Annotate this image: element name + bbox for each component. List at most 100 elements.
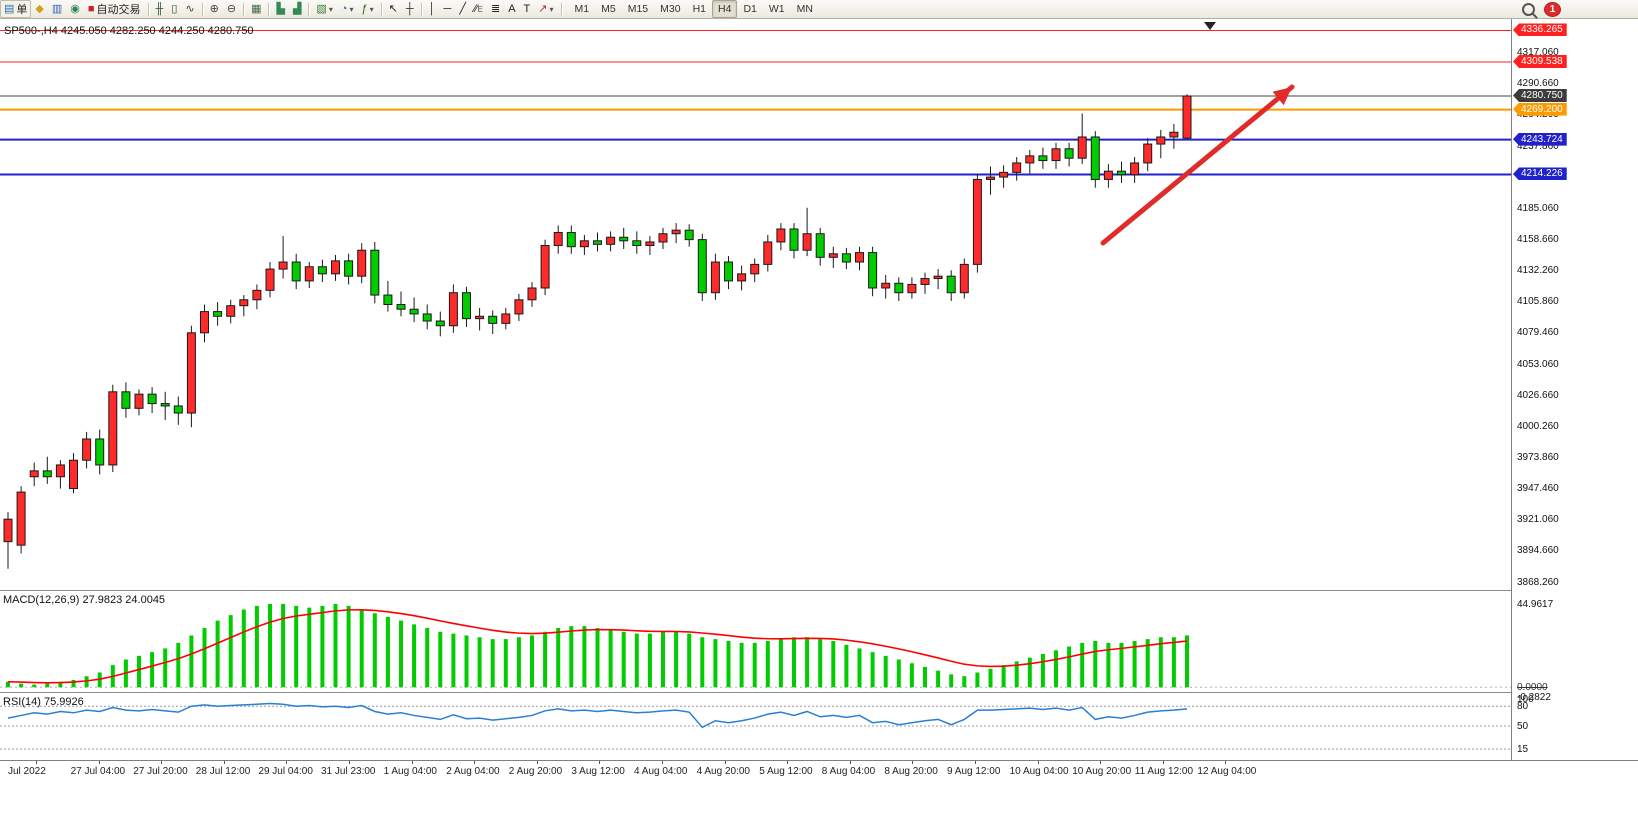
- arrows-button[interactable]: ↗ ▾: [534, 0, 557, 18]
- price-tick: 4000.260: [1517, 420, 1559, 432]
- timeframe-d1-button[interactable]: D1: [743, 3, 757, 15]
- macd-scale-tick: 44.9617: [1517, 599, 1554, 611]
- time-axis[interactable]: Jul 2022 27 Jul 04:00 27 Jul 20:00 28 Jul 1…: [0, 760, 1638, 814]
- price-tick: 3921.060: [1517, 514, 1559, 526]
- equidistant-channel-button[interactable]: ∕∕ E: [470, 0, 487, 18]
- timeframe-m15-button[interactable]: M15: [627, 3, 649, 15]
- vertical-line-button[interactable]: │: [425, 0, 440, 18]
- macd-label: MACD(12,26,9) 27.9823 24.0045: [3, 594, 166, 606]
- toolbar-right: 1: [1522, 0, 1560, 19]
- new-order-label: 单: [16, 4, 28, 16]
- timeframe-mn-button[interactable]: MN: [796, 3, 813, 15]
- price-chart[interactable]: [0, 19, 1511, 590]
- dropdown-arrow-icon[interactable]: ▾: [328, 4, 333, 14]
- timeframe-h1-button[interactable]: H1: [692, 3, 707, 15]
- toolbar-separator: [243, 2, 245, 16]
- equidistant-channel-icon: ∕∕: [473, 2, 478, 15]
- text-button[interactable]: A: [504, 0, 519, 18]
- indicators-button[interactable]: ƒ ▾: [358, 0, 378, 18]
- community-icon: ◉: [70, 2, 80, 15]
- horizontal-line-button[interactable]: ─: [440, 0, 456, 18]
- timeframe-m30-button[interactable]: M30: [660, 3, 681, 15]
- tile-windows-icon: ▦: [251, 2, 262, 15]
- time-label: 28 Jul 12:00: [195, 766, 251, 777]
- community-button[interactable]: ◉: [66, 0, 84, 18]
- toolbar-button-group: ▤ 单 ◆ ▥ ◉ ■ 自动交易 ╫ ▯ ∿ ⊕ ⊖ ▦ ▙ ▟ ▧ ▾ ◔ ▾ ƒ ▾ ↖ ┼ │ ─ ╱ ∕∕ E ≣ A T ↗ ▾: [0, 0, 565, 18]
- periods-button[interactable]: ◔ ▾: [337, 0, 358, 18]
- bars-mode-icon: ╫: [155, 2, 164, 15]
- timeframe-group: M1 M5 M15 M30 H1 H4 D1 W1 MN: [569, 0, 819, 18]
- panel-divider-rsi[interactable]: [0, 692, 1638, 693]
- toolbar-separator: [268, 2, 270, 16]
- price-tick: 3947.460: [1517, 483, 1559, 495]
- time-label: 5 Aug 12:00: [759, 766, 813, 777]
- dropdown-arrow-icon[interactable]: ▾: [369, 4, 374, 14]
- autotrading-label: 自动交易: [96, 4, 141, 16]
- timeframe-h4-button[interactable]: H4: [712, 0, 738, 18]
- price-tick: 4317.060: [1517, 47, 1559, 59]
- price-badge: 4243.724: [1513, 132, 1567, 146]
- time-label: 2 Aug 04:00: [446, 766, 500, 777]
- styles-icon: ◆: [35, 2, 44, 15]
- arrange-charts-button[interactable]: ▙: [272, 0, 288, 18]
- cursor-icon: ↖: [388, 2, 398, 15]
- bars-mode-button[interactable]: ╫: [152, 0, 168, 18]
- chart-area: SP500-,H4 4245.050 4282.250 4244.250 428…: [0, 19, 1638, 814]
- rsi-scale-tick: 100: [1517, 694, 1534, 705]
- macd-panel[interactable]: [0, 591, 1511, 691]
- rsi-scale-tick: 50: [1517, 721, 1529, 732]
- icon-sub-label: E: [477, 4, 483, 14]
- market-watch-button[interactable]: ▥: [48, 0, 66, 18]
- price-tick: 4237.860: [1517, 140, 1559, 152]
- dropdown-arrow-icon[interactable]: ▾: [549, 4, 554, 14]
- price-tick: 3973.860: [1517, 452, 1559, 464]
- cascade-charts-button[interactable]: ▟: [289, 0, 305, 18]
- new-order-icon: ▤: [4, 2, 15, 15]
- indicators-icon: ƒ: [361, 2, 368, 15]
- line-mode-button[interactable]: ∿: [181, 0, 198, 18]
- price-axis[interactable]: 4317.0604290.6604264.2604237.8604211.460…: [1511, 19, 1638, 760]
- zoom-out-button[interactable]: ⊖: [223, 0, 240, 18]
- text-icon: A: [508, 2, 516, 15]
- toolbar: ▤ 单 ◆ ▥ ◉ ■ 自动交易 ╫ ▯ ∿ ⊕ ⊖ ▦ ▙ ▟ ▧ ▾ ◔ ▾ ƒ ▾ ↖ ┼ │ ─ ╱ ∕∕ E ≣ A T ↗ ▾ M1…: [0, 0, 1638, 19]
- price-tick: 3868.260: [1517, 576, 1559, 588]
- timeframe-m1-button[interactable]: M1: [574, 3, 590, 15]
- vertical-line-icon: │: [428, 2, 436, 15]
- time-label: 10 Aug 04:00: [1009, 766, 1069, 777]
- candles-mode-button[interactable]: ▯: [167, 0, 181, 18]
- price-tick: 4132.260: [1517, 265, 1559, 277]
- search-icon[interactable]: [1522, 3, 1535, 16]
- panel-divider-macd[interactable]: [0, 590, 1638, 591]
- new-order-button[interactable]: ▤ 单: [0, 0, 32, 18]
- trendline-icon: ╱: [459, 2, 466, 15]
- price-badge: 4309.538: [1513, 55, 1567, 69]
- rsi-panel[interactable]: [0, 693, 1511, 759]
- toolbar-separator: [308, 2, 310, 16]
- candles-mode-icon: ▯: [171, 2, 178, 15]
- styles-button[interactable]: ◆: [31, 0, 47, 18]
- zoom-out-icon: ⊖: [226, 2, 237, 15]
- fibonacci-icon: ≣: [490, 2, 501, 15]
- time-tick: [474, 761, 476, 764]
- time-label: 1 Aug 04:00: [383, 766, 437, 777]
- time-tick: [787, 761, 789, 764]
- timeframe-w1-button[interactable]: W1: [768, 3, 785, 15]
- time-label: 3 Aug 12:00: [571, 766, 625, 777]
- autotrading-button[interactable]: ■ 自动交易: [84, 0, 145, 18]
- zoom-in-button[interactable]: ⊕: [206, 0, 223, 18]
- dropdown-arrow-icon[interactable]: ▾: [349, 4, 354, 14]
- timeframe-m5-button[interactable]: M5: [601, 3, 616, 15]
- time-tick: [1100, 761, 1102, 764]
- cursor-button[interactable]: ↖: [385, 0, 402, 18]
- macd-scale-tick: 0.0000: [1517, 682, 1548, 694]
- text-label-button[interactable]: T: [520, 0, 535, 18]
- notification-badge[interactable]: 1: [1545, 3, 1560, 16]
- price-badge: 4214.226: [1513, 167, 1567, 181]
- arrange-charts-icon: ▙: [276, 2, 285, 15]
- crosshair-button[interactable]: ┼: [402, 0, 418, 18]
- trendline-button[interactable]: ╱: [455, 0, 470, 18]
- tile-windows-button[interactable]: ▦: [247, 0, 265, 18]
- time-tick: [1162, 761, 1164, 764]
- fibonacci-button[interactable]: ≣: [487, 0, 504, 18]
- new-chart-button[interactable]: ▧ ▾: [312, 0, 336, 18]
